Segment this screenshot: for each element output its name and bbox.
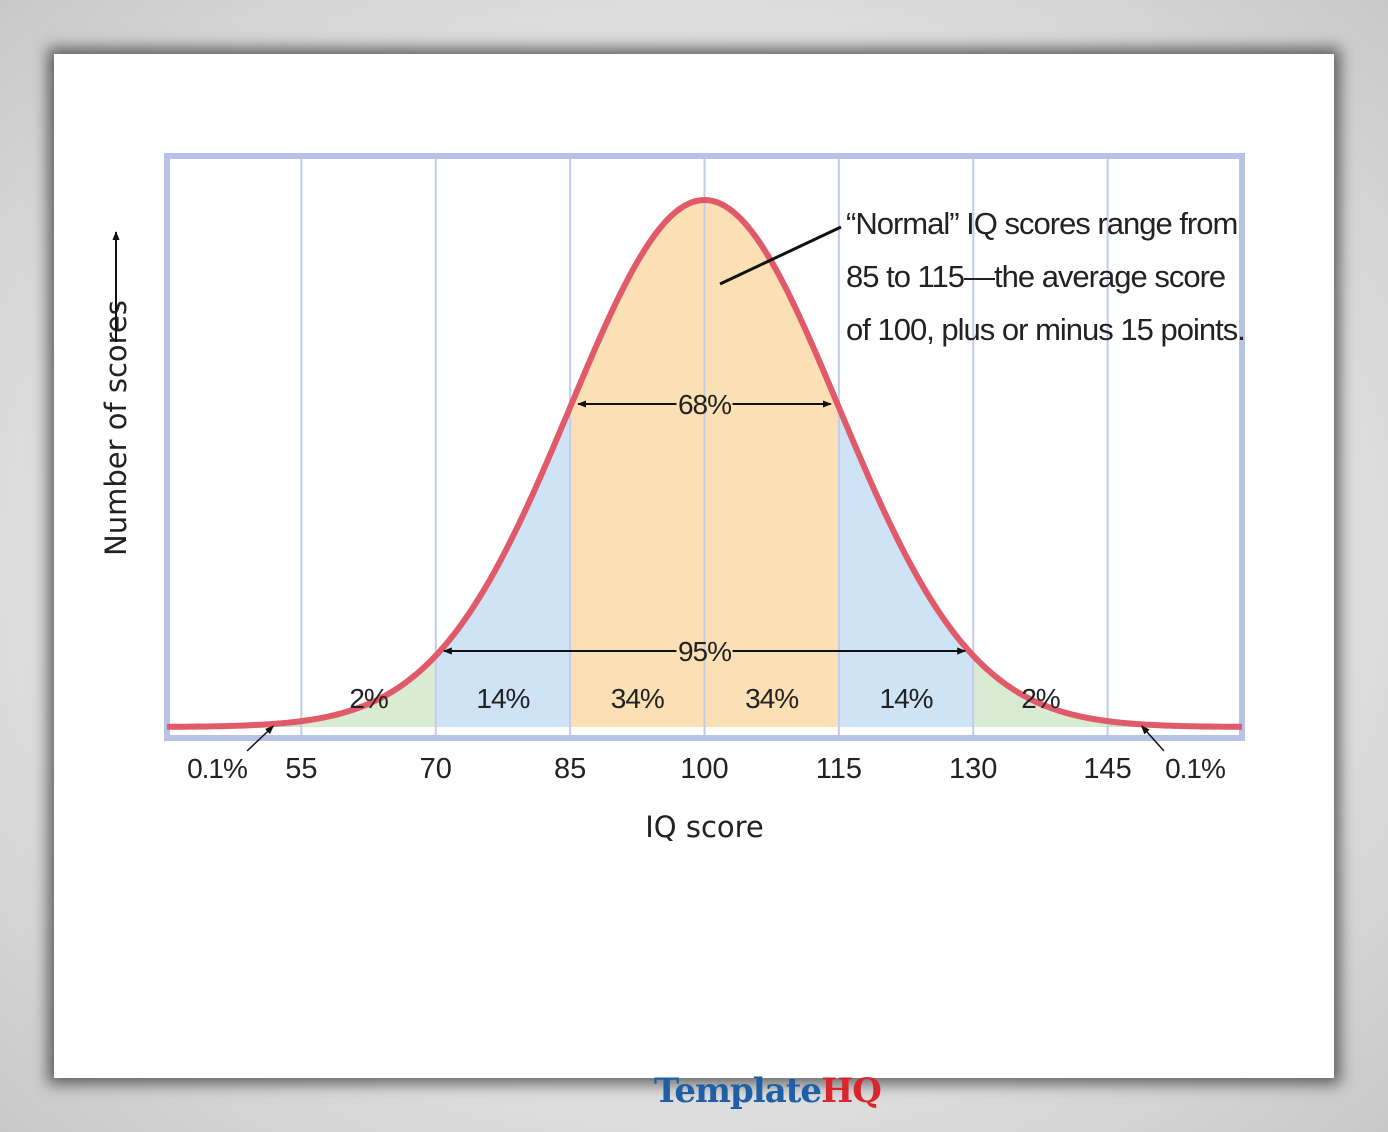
x-tick-label-115: 115 [816,753,862,785]
logo-part-template: Template [654,1071,822,1111]
iq-normal-curve-chart: 55 70 85 100 115 130 145 2% 14% 34% 34% 14% 2% 0.1% 0.… [99,153,1246,844]
tail-pointer-right [1141,725,1165,752]
annotation-line-2: of 100, plus or minus 15 points. [846,312,1245,347]
chart-card: 55 70 85 100 115 130 145 2% 14% 34% 34% 14% 2% 0.1% 0.… [54,54,1334,1111]
x-tick-label-85: 85 [554,753,586,785]
segment-label-5: 14% [880,683,933,714]
segment-label-3: 34% [611,683,664,714]
tail-label-left: 0.1% [187,753,247,784]
x-tick-label-130: 130 [949,753,997,785]
curve-layer [166,197,1243,730]
y-axis-title: Number of scores [99,300,133,556]
x-tick-label-145: 145 [1083,753,1131,785]
x-tick-label-55: 55 [285,753,317,785]
x-tick-label-100: 100 [680,753,728,785]
tail-pointer-left [246,725,275,752]
plot-frame [164,153,1245,741]
annotation-line-0: “Normal” IQ scores range from [846,206,1237,241]
x-tick-label-70: 70 [420,753,452,785]
x-axis-title: IQ score [645,810,764,844]
range-label-1: 95% [678,636,731,667]
segment-label-2: 14% [476,683,529,714]
segment-label-6: 2% [1021,683,1060,714]
annotation-line-1: 85 to 115—the average score [846,259,1225,294]
segment-fill-6 [973,655,1108,727]
segment-label-1: 2% [349,683,388,714]
segment-fill-1 [301,655,436,727]
normal-curve [166,197,1243,730]
templatehq-logo: TemplateHQ [654,1071,882,1111]
annotation-leader [719,225,842,286]
range-label-0: 68% [678,389,731,420]
labels-layer: 55 70 85 100 115 130 145 2% 14% 34% 34% 14% 2% 0.1% 0.… [99,206,1246,844]
tail-label-right: 0.1% [1165,753,1225,784]
segment-label-4: 34% [745,683,798,714]
logo-part-hq: HQ [821,1071,882,1111]
gridlines [164,153,1245,741]
